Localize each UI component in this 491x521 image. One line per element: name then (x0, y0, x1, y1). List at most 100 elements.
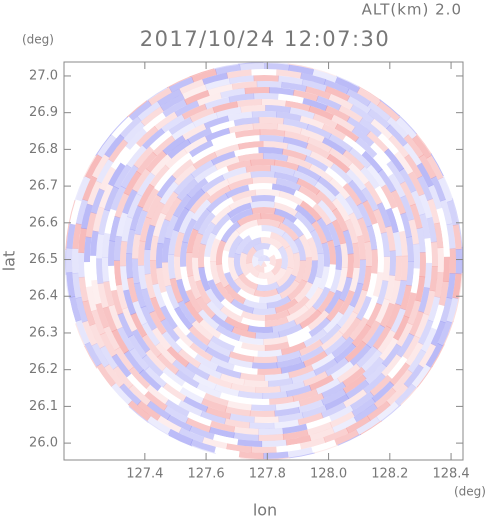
echo-cell (119, 240, 128, 267)
echo-cell (362, 200, 378, 226)
echo-cell (361, 187, 379, 212)
echo-cell (425, 343, 443, 368)
echo-cell (211, 150, 236, 166)
echo-cell (363, 372, 386, 394)
echo-cell (127, 277, 139, 303)
echo-cell (75, 175, 91, 202)
echo-cell (458, 222, 463, 248)
echo-cell (228, 351, 254, 363)
echo-cell (205, 288, 225, 311)
echo-cell (233, 426, 259, 435)
echo-cell (186, 411, 212, 427)
echo-cell (157, 415, 182, 434)
y-tick-label: 27.0 (29, 68, 58, 83)
echo-cell (403, 364, 424, 388)
echo-cell (101, 257, 110, 283)
echo-cell (366, 164, 387, 188)
echo-cell (219, 392, 246, 404)
echo-cell (294, 260, 307, 284)
echo-cell (86, 180, 102, 206)
echo-cell (424, 238, 433, 264)
echo-cell (257, 255, 264, 261)
echo-cell (198, 318, 222, 339)
echo-cell (234, 147, 260, 157)
echo-cell (251, 404, 277, 411)
echo-cell (134, 209, 148, 236)
echo-cell (312, 286, 331, 311)
echo-cell (270, 165, 296, 176)
echo-cell (294, 204, 317, 225)
echo-cell (357, 259, 367, 285)
echo-cell (120, 164, 139, 189)
echo-cell (203, 392, 229, 407)
echo-cell (136, 172, 156, 197)
echo-cell (361, 349, 383, 372)
echo-cell (185, 417, 212, 433)
echo-cell (90, 230, 99, 256)
echo-cell (261, 98, 287, 107)
echo-cell (190, 159, 215, 179)
echo-cell (356, 202, 373, 228)
echo-cell (90, 188, 105, 214)
echo-cell (181, 103, 208, 120)
echo-cell (416, 162, 434, 188)
echo-cell (301, 97, 328, 112)
echo-cell (367, 108, 391, 130)
echo-cell (402, 335, 420, 360)
echo-cell (321, 242, 331, 267)
echo-cell (209, 356, 235, 371)
echo-cell (326, 222, 341, 247)
y-tick-label: 26.5 (29, 252, 58, 267)
echo-cell (142, 354, 164, 377)
echo-cell (275, 178, 302, 192)
echo-cell (273, 202, 299, 217)
echo-cell (312, 68, 337, 77)
echo-cell (377, 247, 384, 273)
echo-cell (182, 218, 197, 244)
echo-cell (160, 305, 178, 330)
echo-cell (167, 138, 191, 159)
echo-cell (251, 194, 276, 203)
echo-cell (203, 256, 214, 282)
echo-cell (210, 205, 233, 226)
echo-cell (228, 75, 255, 85)
echo-cell (303, 328, 328, 348)
echo-cell (282, 429, 309, 440)
echo-cell (224, 284, 246, 305)
echo-cell (182, 123, 207, 141)
echo-cell (430, 153, 444, 177)
echo-cell (243, 379, 269, 387)
echo-cell (72, 272, 82, 299)
echo-cell (403, 134, 424, 158)
echo-cell (412, 135, 432, 159)
echo-cell (386, 383, 409, 406)
echo-cell (402, 142, 423, 167)
echo-cell (350, 104, 375, 124)
echo-cell (144, 366, 167, 388)
echo-cell (297, 412, 324, 426)
echo-cell (253, 249, 264, 259)
echo-cell (238, 451, 264, 459)
echo-cell (286, 384, 312, 397)
echo-cell (393, 315, 410, 341)
echo-cell (264, 457, 291, 460)
echo-cell (400, 212, 412, 238)
echo-cell (91, 279, 102, 305)
echo-cell (376, 401, 400, 422)
echo-cell (327, 239, 337, 266)
echo-cell (131, 258, 140, 284)
echo-cell (162, 99, 188, 118)
echo-cell (293, 189, 317, 208)
echo-cell (165, 399, 190, 417)
echo-cell (311, 220, 328, 245)
echo-cell (163, 405, 189, 424)
echo-cell (192, 232, 204, 258)
echo-cell (162, 382, 187, 402)
echo-cell (365, 302, 383, 328)
echo-cell (168, 76, 195, 93)
echo-cell (75, 198, 88, 225)
echo-cell (214, 156, 240, 171)
echo-cell (177, 348, 202, 369)
echo-cell (281, 81, 307, 92)
echo-cell (85, 211, 97, 238)
